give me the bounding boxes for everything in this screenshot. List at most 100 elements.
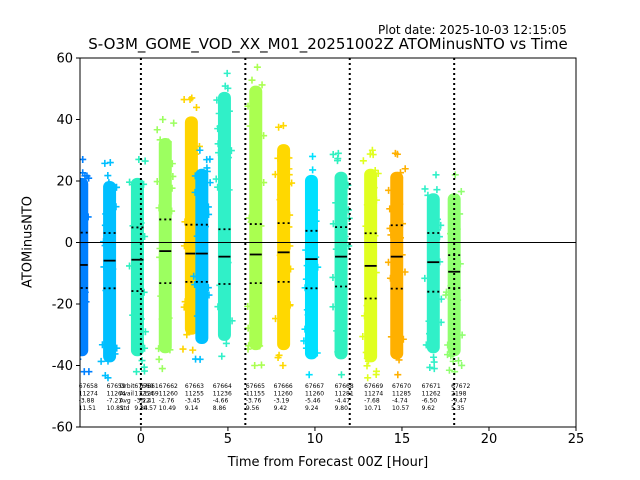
orbit-stat-text: -5.46	[305, 398, 321, 405]
y-tick-label: 60	[56, 52, 73, 67]
orbit-stat-text: 9.80	[335, 405, 349, 412]
scatter-layer	[80, 63, 466, 382]
orbit-series-67669	[359, 146, 382, 382]
orbit-stat-text: 9.84	[134, 405, 148, 412]
orbit-series-67659	[97, 159, 121, 382]
orbit-stat-text: 11269	[140, 390, 159, 397]
x-tick-label: 10	[307, 432, 324, 447]
x-tick-label: 20	[481, 432, 498, 447]
orbit-stat-text: 11260	[274, 390, 293, 397]
orbit-stat-text: -4.74	[392, 398, 408, 405]
orbit-plus-markers	[190, 146, 214, 363]
orbit-stat-text: 10.57	[140, 405, 157, 412]
orbit-series-67667	[300, 152, 322, 379]
orbit-stat-text: 9.56	[246, 405, 260, 412]
orbit-point-cloud	[249, 85, 263, 351]
orbit-stat-text: 67666	[274, 383, 293, 390]
x-axis-label: Time from Forecast 00Z [Hour]	[227, 455, 429, 470]
orbit-stat-text: 67669	[364, 383, 383, 390]
orbit-stat-text: -3.45	[185, 398, 201, 405]
orbit-stat-text: 11281	[335, 390, 354, 397]
orbit-plus-markers	[244, 63, 268, 369]
orbit-stat-text: 11236	[213, 390, 232, 397]
orbit-plus-markers	[442, 171, 466, 376]
orbit-stat-text: 9.62	[422, 405, 436, 412]
orbit-stat-text: 8.86	[213, 405, 227, 412]
orbit-stat-text: -5.41	[140, 398, 156, 405]
stat-row-label: Orbit	[120, 383, 136, 390]
orbit-stat-text: 5.35	[451, 405, 465, 412]
y-axis-label: ATOMinusNTO	[20, 195, 36, 289]
orbit-stat-text: 11.51	[79, 405, 96, 412]
orbit-stat-text: 11260	[159, 390, 178, 397]
orbit-plus-markers	[300, 152, 322, 379]
orbit-stat-text: 10.71	[364, 405, 381, 412]
y-tick-label: 40	[56, 113, 73, 128]
orbit-stat-text: 67659	[107, 383, 126, 390]
orbit-stat-text: 11274	[79, 390, 98, 397]
orbit-stat-text: 67663	[185, 383, 204, 390]
y-tick-label: 20	[56, 175, 73, 190]
orbit-stat-text: -2.76	[159, 398, 175, 405]
orbit-stat-text: -3.88	[79, 398, 95, 405]
orbit-stat-text: -4.47	[335, 398, 351, 405]
x-tick-label: 15	[394, 432, 411, 447]
orbit-stat-text: 11264	[107, 390, 126, 397]
stat-row-label: Avg	[120, 398, 131, 405]
orbit-stat-text: 67670	[392, 383, 411, 390]
orbit-stat-text: -3.22	[134, 398, 150, 405]
orbit-stat-text: 9.14	[185, 405, 199, 412]
orbit-point-cloud	[334, 171, 348, 360]
orbit-series-67666	[271, 122, 296, 369]
orbit-stat-text: -3.76	[246, 398, 262, 405]
stat-row-label: Avail	[120, 390, 135, 397]
x-tick-label: 5	[224, 432, 232, 447]
orbit-stat-text: -9.47	[451, 398, 467, 405]
orbit-stat-text: 67664	[213, 383, 232, 390]
orbit-point-cloud	[103, 181, 117, 363]
y-tick-label: -60	[52, 421, 73, 436]
orbit-series-67660	[125, 155, 149, 376]
y-tick-label: 0	[65, 236, 73, 251]
orbit-series-67663	[190, 146, 214, 363]
orbit-point-cloud	[390, 171, 404, 360]
orbit-series-67665	[244, 63, 268, 369]
orbit-plus-markers	[384, 149, 409, 379]
orbit-point-cloud	[426, 193, 440, 354]
plot-date: Plot date: 2025-10-03 12:15:05	[378, 23, 567, 37]
orbit-stat-text: -4.66	[213, 398, 229, 405]
orbit-stat-text: 10.81	[107, 405, 124, 412]
orbit-stat-text: 67662	[159, 383, 178, 390]
orbit-stat-text: -6.50	[422, 398, 438, 405]
orbit-stat-text: 10.49	[159, 405, 176, 412]
orbit-series-67664	[212, 69, 236, 360]
orbit-stat-text: 67668	[335, 383, 354, 390]
orbit-plus-markers	[80, 155, 93, 376]
orbit-stat-text: 11262	[422, 390, 441, 397]
orbit-stat-text: -3.19	[274, 398, 290, 405]
orbit-stat-text: 67672	[451, 383, 470, 390]
orbit-series-67670	[384, 149, 409, 379]
y-tick-label: -20	[52, 298, 73, 313]
reference-lines	[80, 58, 576, 427]
orbit-stat-text: 67660	[134, 383, 153, 390]
orbit-series-67661	[153, 116, 178, 373]
orbit-stat-text: 67665	[246, 383, 265, 390]
orbit-stat-text: 67658	[79, 383, 98, 390]
orbit-stat-text: 67661	[140, 383, 159, 390]
orbit-plus-markers	[153, 116, 178, 373]
orbit-series-67671	[421, 171, 445, 373]
orbit-stat-text: 2198	[451, 390, 466, 397]
chart-title: S-O3M_GOME_VOD_XX_M01_20251002Z ATOMinus…	[88, 35, 568, 53]
orbit-stat-text: 11255	[185, 390, 204, 397]
orbit-stat-text: 9.24	[305, 405, 319, 412]
orbit-stat-text: 67667	[305, 383, 324, 390]
y-tick-label: -40	[52, 359, 73, 374]
orbit-plus-markers	[212, 69, 236, 360]
orbit-stat-text: -7.21	[107, 398, 123, 405]
orbit-stat-text: 67671	[422, 383, 441, 390]
orbit-stat-text: 11260	[305, 390, 324, 397]
x-tick-label: 25	[568, 432, 585, 447]
